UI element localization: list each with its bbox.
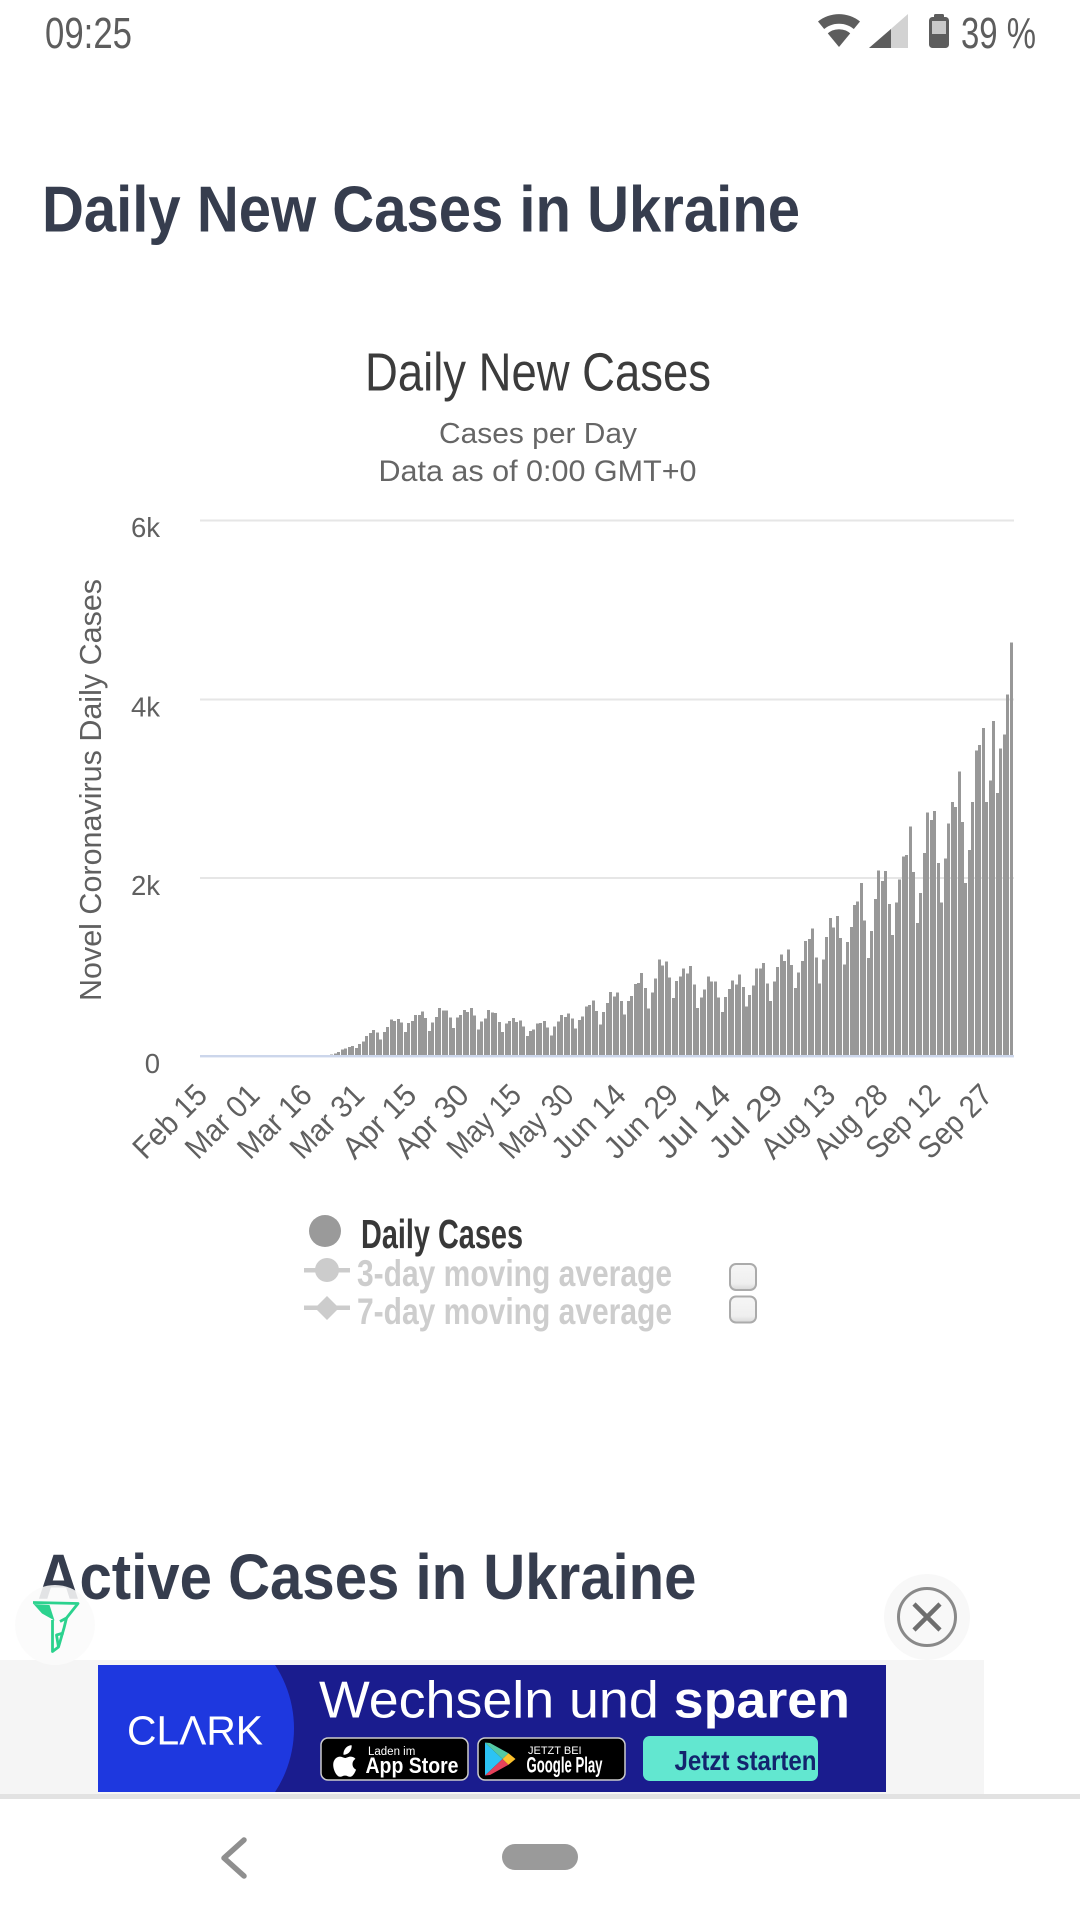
svg-text:3-day moving average: 3-day moving average xyxy=(357,1252,672,1294)
svg-text:App Store: App Store xyxy=(366,1753,459,1778)
svg-text:39 %: 39 % xyxy=(961,9,1036,58)
svg-text:Daily New Cases: Daily New Cases xyxy=(365,342,711,402)
svg-text:Laden im: Laden im xyxy=(368,1746,415,1758)
svg-text:4k: 4k xyxy=(131,692,160,723)
svg-text:09:25: 09:25 xyxy=(45,9,132,58)
svg-text:Daily Cases: Daily Cases xyxy=(361,1211,523,1257)
svg-text:Novel Coronavirus Daily Cases: Novel Coronavirus Daily Cases xyxy=(74,579,108,1001)
svg-text:2k: 2k xyxy=(131,870,160,901)
svg-text:Google Play: Google Play xyxy=(527,1753,603,1778)
svg-text:7-day moving average: 7-day moving average xyxy=(357,1290,672,1332)
svg-text:Jetzt starten: Jetzt starten xyxy=(675,1745,817,1776)
svg-text:Data as of 0:00 GMT+0: Data as of 0:00 GMT+0 xyxy=(379,455,697,488)
svg-text:Daily New Cases in Ukraine: Daily New Cases in Ukraine xyxy=(42,174,800,246)
svg-text:Wechseln und sparen: Wechseln und sparen xyxy=(319,1672,850,1730)
svg-text:Active Cases in Ukraine: Active Cases in Ukraine xyxy=(38,1541,697,1613)
svg-text:Cases per Day: Cases per Day xyxy=(439,418,638,450)
svg-text:0: 0 xyxy=(145,1048,160,1079)
svg-text:6k: 6k xyxy=(131,512,160,543)
svg-text:JETZT BEI: JETZT BEI xyxy=(528,1745,582,1757)
svg-text:CLΛRK: CLΛRK xyxy=(127,1708,263,1754)
